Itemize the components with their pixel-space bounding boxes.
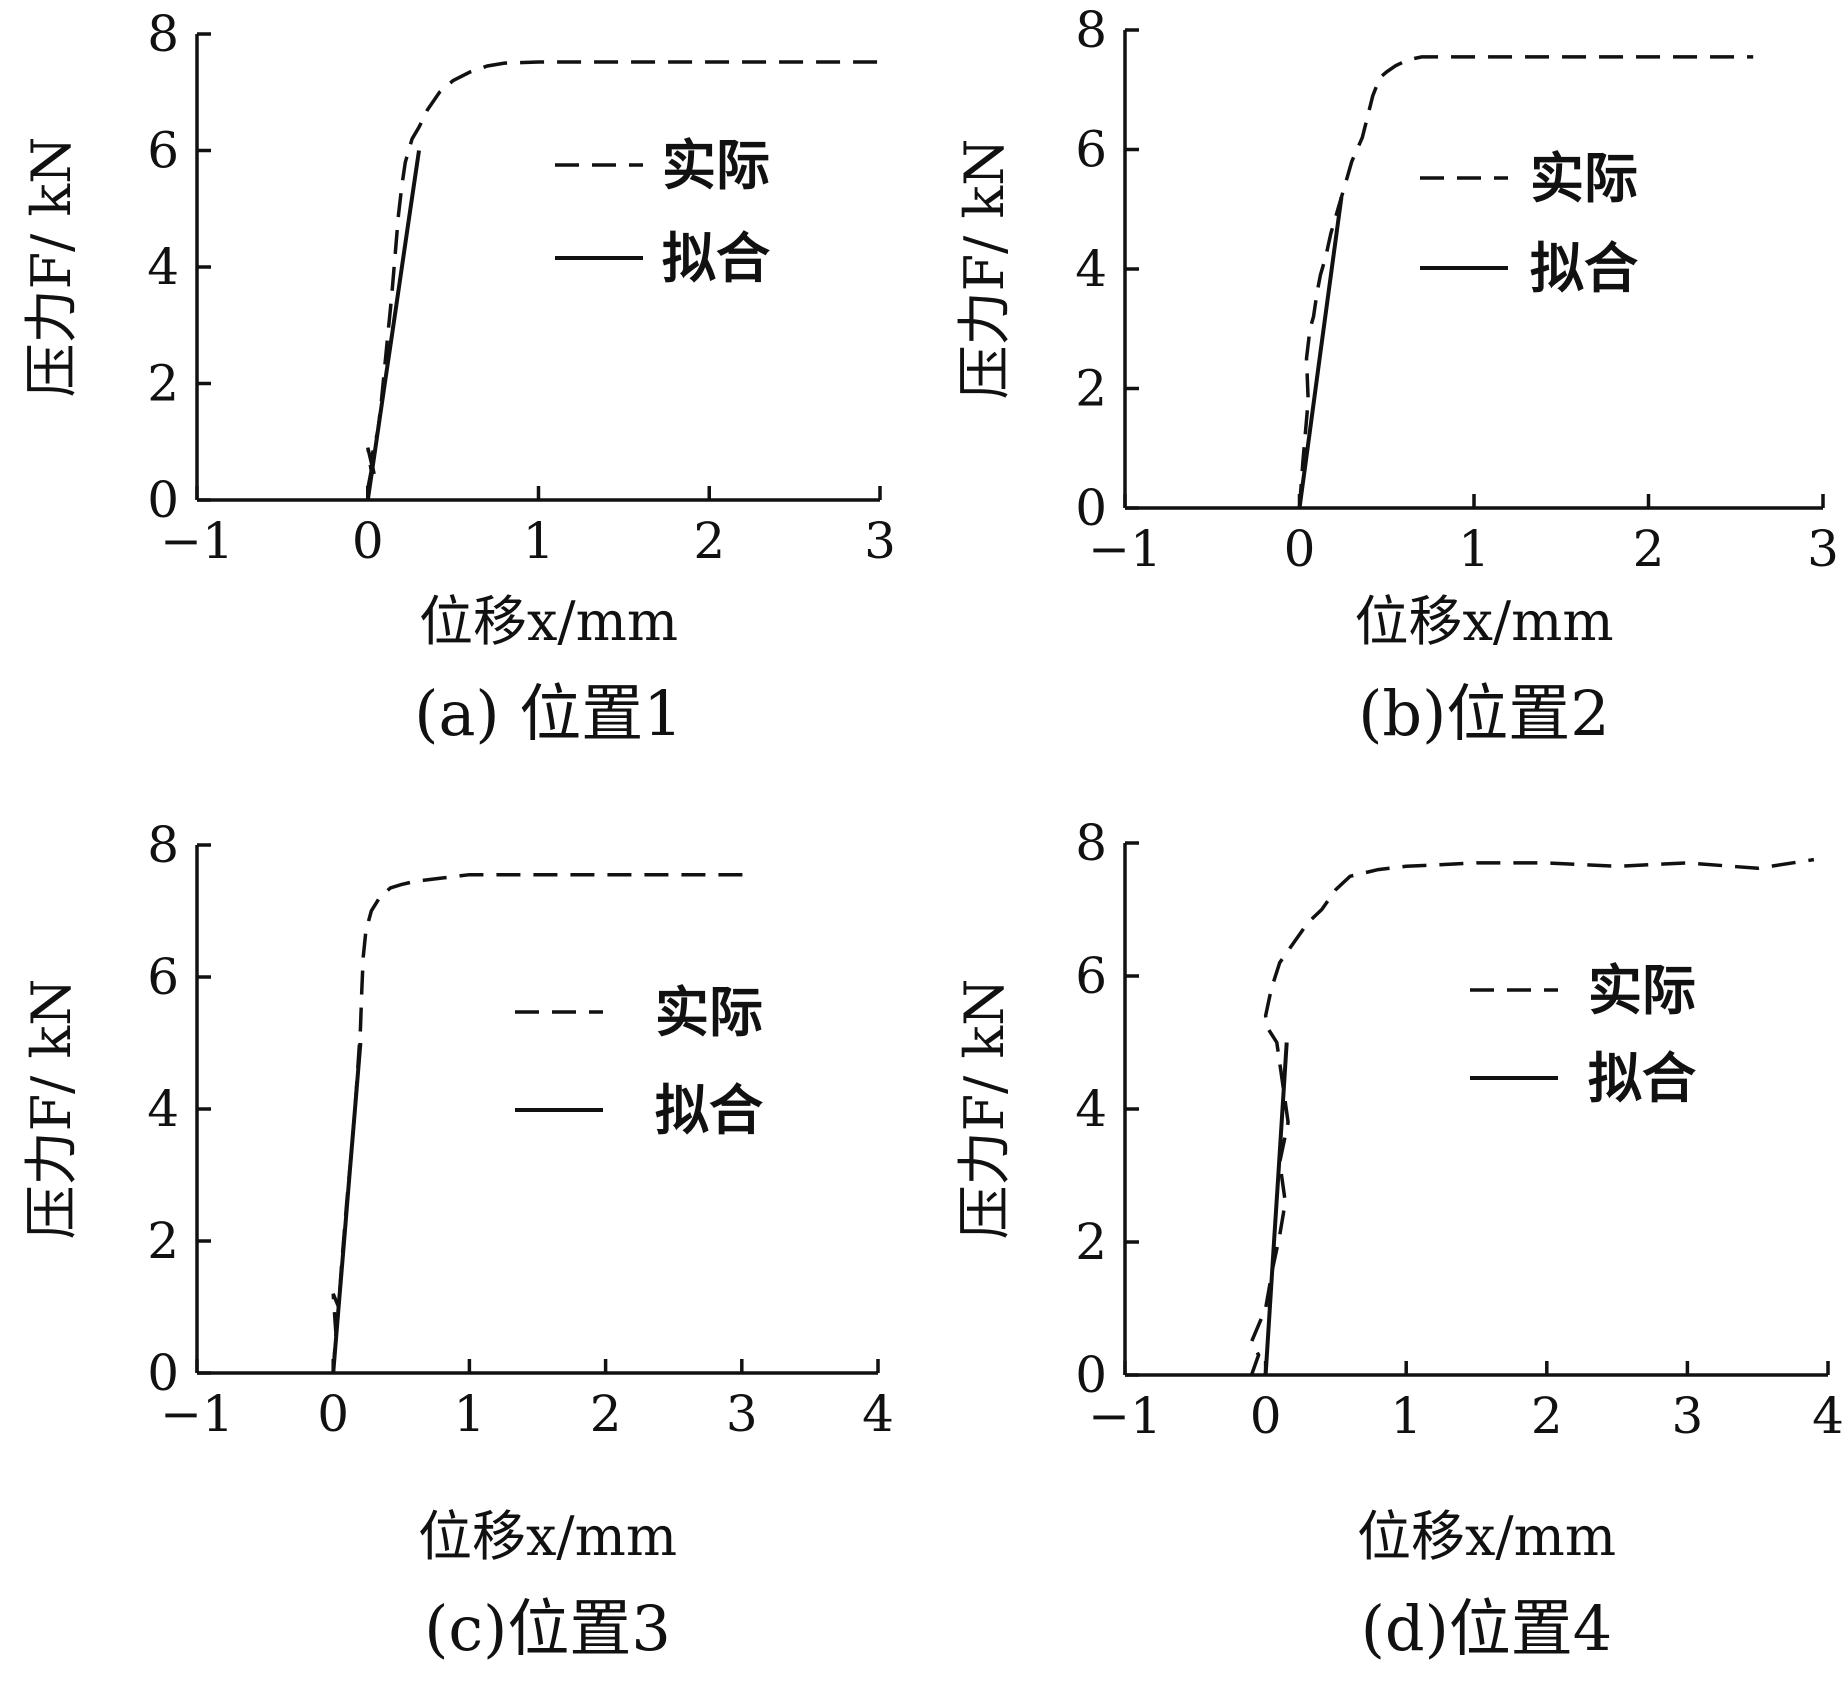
y-axis-title: 压力F/ kN [20, 979, 83, 1240]
series-line-actual [366, 60, 880, 489]
series-line-fitted [1263, 1042, 1289, 1376]
y-tick-label: 8 [1075, 814, 1107, 872]
x-tick-label: 3 [1671, 1387, 1703, 1445]
y-tick-label: 2 [1075, 1213, 1107, 1271]
x-tick-label: 1 [523, 512, 555, 570]
y-tick-label: 0 [1075, 1346, 1107, 1404]
legend-label: 拟合 [1588, 1047, 1696, 1110]
x-tick-label: −1 [160, 512, 234, 570]
y-axis-title: 压力F/ kN [20, 137, 83, 398]
y-tick-label: 6 [147, 948, 179, 1006]
y-tick-label: 4 [1075, 1080, 1107, 1138]
x-axis-title: 位移x/mm [1357, 1505, 1616, 1568]
x-axis-title: 位移x/mm [1354, 590, 1613, 653]
x-tick-label: 0 [1250, 1387, 1282, 1445]
x-tick-label: 1 [1458, 520, 1490, 578]
legend-label: 实际 [1530, 147, 1638, 210]
y-tick-label: 6 [1075, 121, 1107, 179]
series-line-actual [1249, 857, 1815, 1376]
x-tick-label: 2 [1633, 520, 1665, 578]
legend-label: 实际 [662, 134, 770, 197]
x-tick-label: −1 [160, 1385, 234, 1443]
x-axis-title: 位移x/mm [419, 590, 678, 653]
y-axis-title: 压力F/ kN [953, 979, 1016, 1240]
x-axis-title: 位移x/mm [418, 1505, 677, 1568]
x-tick-label: −1 [1088, 520, 1162, 578]
panel-caption: (b)位置2 [1358, 677, 1610, 750]
x-tick-label: 0 [1284, 520, 1316, 578]
y-axis-title: 压力F/ kN [953, 139, 1016, 400]
x-tick-label: 1 [453, 1385, 485, 1443]
y-tick-label: 4 [147, 1080, 179, 1138]
y-tick-label: 8 [147, 816, 179, 874]
panel-caption: (c)位置3 [424, 1592, 671, 1665]
legend-label: 拟合 [655, 1079, 763, 1142]
x-tick-label: 3 [726, 1385, 758, 1443]
x-tick-label: 2 [1531, 1387, 1563, 1445]
y-tick-label: 6 [1075, 947, 1107, 1005]
y-tick-label: 0 [147, 1344, 179, 1402]
x-tick-label: 4 [1812, 1387, 1844, 1445]
x-tick-label: 4 [862, 1385, 894, 1443]
y-tick-label: 4 [147, 238, 179, 296]
y-tick-label: 0 [147, 471, 179, 529]
y-tick-label: 6 [147, 122, 179, 180]
legend-label: 拟合 [662, 227, 770, 290]
y-tick-label: 2 [1075, 360, 1107, 418]
x-tick-label: 0 [317, 1385, 349, 1443]
panel-caption: (a) 位置1 [414, 677, 683, 750]
series-line-fitted [1297, 197, 1344, 509]
series-line-actual [1297, 55, 1754, 509]
y-tick-label: 8 [147, 5, 179, 63]
x-tick-label: 3 [1807, 520, 1839, 578]
x-tick-label: 3 [864, 512, 896, 570]
y-tick-label: 2 [147, 1212, 179, 1270]
y-tick-label: 2 [147, 355, 179, 413]
x-tick-label: −1 [1088, 1387, 1162, 1445]
panel-caption: (d)位置4 [1361, 1592, 1613, 1665]
x-tick-label: 2 [693, 512, 725, 570]
y-tick-label: 0 [1075, 479, 1107, 537]
x-tick-label: 2 [590, 1385, 622, 1443]
x-tick-label: 0 [352, 512, 384, 570]
legend-label: 实际 [1588, 959, 1696, 1022]
y-tick-label: 8 [1075, 1, 1107, 59]
series-line-fitted [331, 1042, 363, 1374]
x-tick-label: 1 [1390, 1387, 1422, 1445]
y-tick-label: 4 [1075, 240, 1107, 298]
legend-label: 拟合 [1530, 237, 1638, 300]
legend-label: 实际 [655, 981, 763, 1044]
series-line-fitted [365, 150, 421, 501]
